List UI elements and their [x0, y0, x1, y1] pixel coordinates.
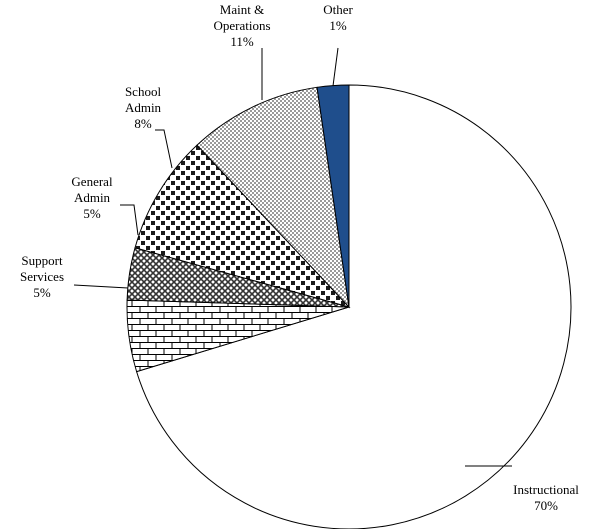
slice-percent: 5% — [83, 206, 101, 221]
slice-name: Admin — [125, 100, 162, 115]
leader-line — [120, 204, 139, 236]
pie-slice-instructional — [135, 84, 572, 529]
leader-line — [332, 47, 339, 87]
slice-percent: 5% — [33, 285, 51, 300]
leader-lines — [73, 47, 512, 467]
slice-percent: 8% — [134, 116, 152, 131]
slice-name: Operations — [213, 18, 270, 33]
slice-name: Instructional — [513, 482, 579, 497]
slice-label: Maint & Operations 11% — [213, 2, 270, 49]
pie-slice-school-admin — [134, 144, 351, 308]
slice-name: Maint & — [220, 2, 264, 17]
slice-name: Other — [323, 2, 353, 17]
pie-slice-maint-operations — [196, 86, 350, 309]
slice-label: Instructional 70% — [513, 482, 579, 513]
slice-name: Services — [20, 269, 64, 284]
slice-percent: 11% — [230, 34, 254, 49]
slice-percent: 70% — [534, 498, 558, 513]
slice-name: School — [125, 84, 162, 99]
slice-name: Support — [21, 253, 63, 268]
slice-name: General — [71, 174, 113, 189]
slice-label: Other 1% — [323, 2, 353, 33]
leader-line — [73, 284, 129, 289]
slice-labels: Instructional 70%Support Services 5%General… — [20, 2, 579, 513]
pie-wedges — [126, 84, 572, 529]
slice-label: General Admin 5% — [71, 174, 113, 221]
slice-name: Admin — [74, 190, 111, 205]
leader-line — [155, 129, 173, 169]
slice-label: Support Services 5% — [20, 253, 64, 300]
slice-label: School Admin 8% — [125, 84, 162, 131]
slice-percent: 1% — [329, 18, 347, 33]
